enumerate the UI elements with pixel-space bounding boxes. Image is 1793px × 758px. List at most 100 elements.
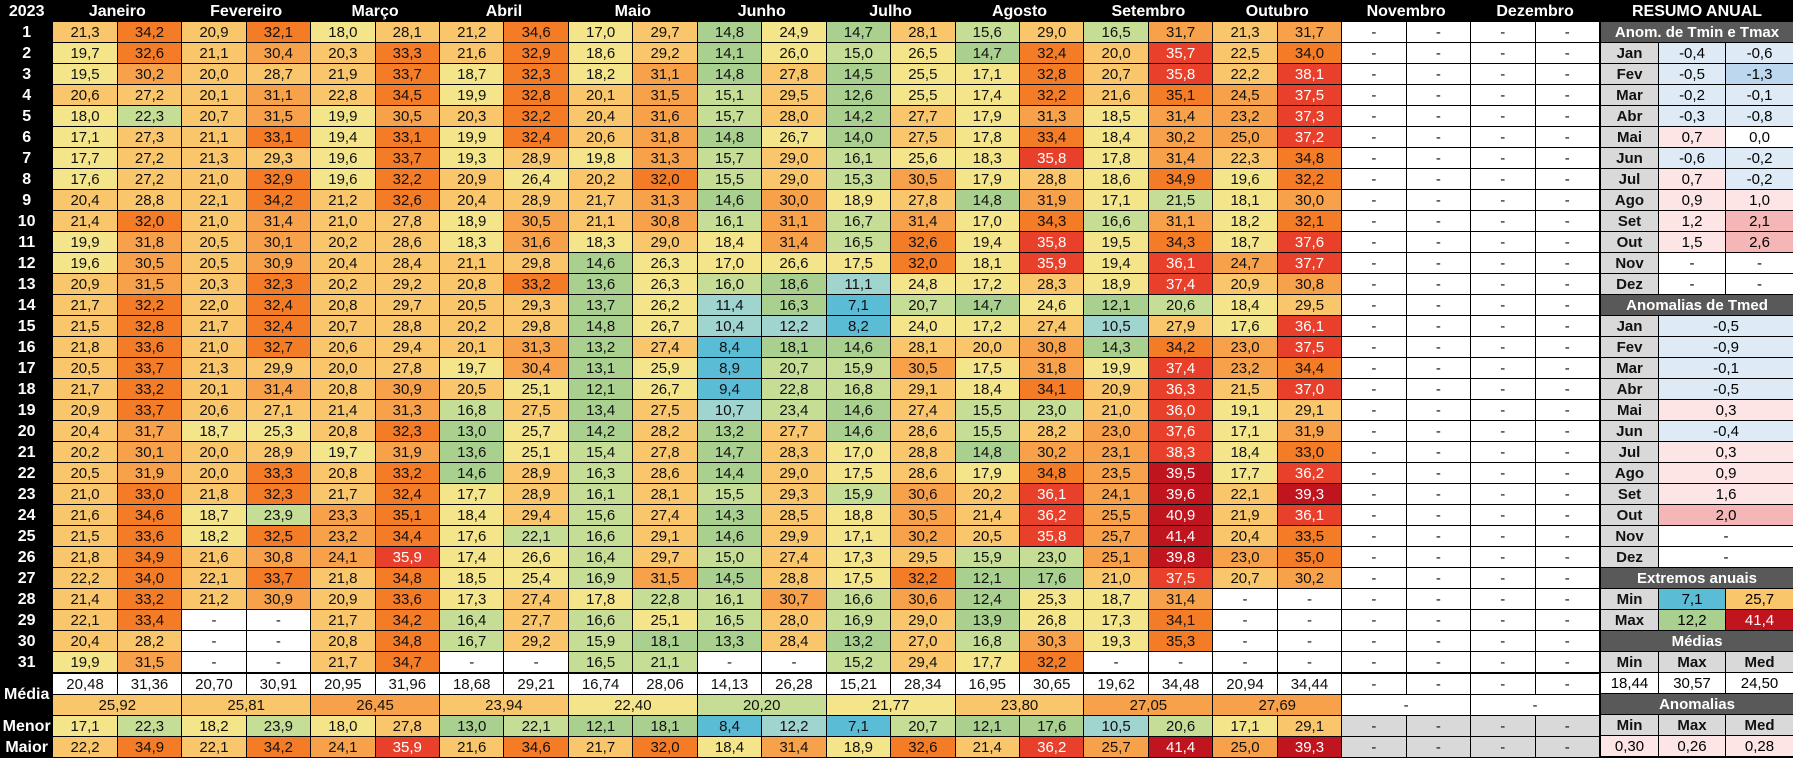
tmin-cell: 21,4 [955, 505, 1019, 526]
tmax-cell: 26,4 [504, 169, 568, 190]
tmin-cell: - [182, 652, 246, 674]
tmin-cell: 16,5 [568, 652, 632, 674]
tmax-cell: 29,0 [762, 169, 826, 190]
tmax-cell: 29,3 [504, 295, 568, 316]
day-number: 8 [1, 169, 53, 190]
tmax-cell: - [1535, 190, 1599, 211]
tmin-cell: 20,6 [182, 400, 246, 421]
anom-tmin-value: - [1659, 253, 1726, 274]
tmax-cell: 31,9 [375, 442, 439, 463]
tmin-cell: 20,9 [1084, 379, 1148, 400]
anom-tmed-month: Fev [1601, 337, 1659, 358]
tmin-cell: 20,5 [955, 526, 1019, 547]
tmax-cell: - [1535, 547, 1599, 568]
media-tmed: - [1471, 695, 1600, 716]
tmax-cell: - [1535, 274, 1599, 295]
anom-tmed-title: Anomalias de Tmed [1601, 295, 1793, 316]
tmax-cell: 33,6 [375, 589, 439, 610]
tmax-cell: 30,1 [246, 232, 310, 253]
tmin-cell: 18,7 [182, 421, 246, 442]
tmin-cell: - [1342, 400, 1406, 421]
tmin-cell: 17,4 [955, 85, 1019, 106]
tmax-cell: - [1535, 253, 1599, 274]
tmax-cell: 33,2 [375, 463, 439, 484]
tmin-cell: 12,1 [955, 568, 1019, 589]
tmax-cell: 28,9 [504, 190, 568, 211]
tmin-cell: 23,2 [1213, 106, 1277, 127]
tmin-cell: 17,8 [1084, 148, 1148, 169]
anom-tmed-month: Jun [1601, 421, 1659, 442]
tmin-cell: 20,8 [311, 379, 375, 400]
tmin-cell: 21,7 [53, 295, 117, 316]
tmin-cell: - [1342, 43, 1406, 64]
tmax-cell: 30,5 [375, 106, 439, 127]
tmin-cell: 21,8 [53, 337, 117, 358]
tmin-cell: - [1471, 127, 1535, 148]
tmin-cell: 13,4 [568, 400, 632, 421]
tmin-cell: - [1213, 589, 1277, 610]
tmax-cell: 27,4 [891, 400, 955, 421]
tmin-cell: 22,1 [1213, 484, 1277, 505]
media-tmed: 27,69 [1213, 695, 1342, 716]
media-row-label: Média [1, 673, 53, 716]
tmax-cell: 18,1 [633, 631, 697, 652]
tmin-cell: - [1342, 148, 1406, 169]
tmax-cell: 36,2 [1277, 463, 1341, 484]
tmin-cell: 14,5 [826, 64, 890, 85]
tmin-cell: 21,0 [1084, 400, 1148, 421]
tmin-cell: 22,1 [182, 568, 246, 589]
media-tmax: 30,65 [1019, 673, 1083, 695]
day-number: 25 [1, 526, 53, 547]
tmax-cell: 30,6 [891, 484, 955, 505]
tmin-cell: 20,9 [53, 274, 117, 295]
media-tmin: 20,94 [1213, 673, 1277, 695]
tmin-cell: 20,4 [440, 190, 504, 211]
tmax-cell: 27,3 [117, 127, 181, 148]
tmax-cell: 37,5 [1277, 85, 1341, 106]
tmax-cell: - [1406, 442, 1470, 463]
tmax-cell: 32,7 [246, 337, 310, 358]
tmin-cell: 17,2 [955, 274, 1019, 295]
tmax-cell: 35,8 [1019, 232, 1083, 253]
tmax-cell: 29,9 [762, 526, 826, 547]
tmin-cell: 18,4 [1213, 295, 1277, 316]
tmax-cell: 35,8 [1019, 526, 1083, 547]
tmin-cell: 20,0 [311, 358, 375, 379]
tmin-cell: 18,4 [1084, 127, 1148, 148]
tmin-cell: - [1342, 85, 1406, 106]
tmin-cell: 17,7 [955, 652, 1019, 674]
anomalias-head: Med [1726, 715, 1793, 736]
anom-tmax-value: -1,3 [1726, 64, 1793, 85]
tmax-cell: 31,4 [1148, 589, 1212, 610]
tmin-cell: 16,6 [568, 526, 632, 547]
menor-tmin: 17,1 [1213, 716, 1277, 737]
tmax-cell: 21,5 [1148, 190, 1212, 211]
tmax-cell: 28,2 [117, 631, 181, 652]
tmin-cell: 14,6 [826, 400, 890, 421]
tmin-cell: 17,1 [1084, 190, 1148, 211]
anomalias-head: Max [1659, 715, 1726, 736]
tmin-cell: - [1342, 547, 1406, 568]
media-tmin: 19,62 [1084, 673, 1148, 695]
tmin-cell: 18,4 [1213, 442, 1277, 463]
anom-month-label: Jan [1601, 43, 1659, 64]
extremos-title: Extremos anuais [1601, 568, 1793, 589]
tmin-cell: 21,4 [53, 589, 117, 610]
anom-month-label: Dez [1601, 274, 1659, 295]
maior-tmax: 31,4 [762, 737, 826, 758]
tmin-cell: 14,8 [697, 22, 761, 43]
tmax-cell: 32,0 [891, 253, 955, 274]
tmax-cell: - [1406, 526, 1470, 547]
tmax-cell: 22,1 [504, 526, 568, 547]
tmin-cell: 15,4 [568, 442, 632, 463]
anom-tmed-value: 0,3 [1659, 400, 1793, 421]
tmax-cell: 29,2 [633, 43, 697, 64]
tmin-cell: 19,9 [53, 652, 117, 674]
menor-tmax: 27,8 [375, 716, 439, 737]
month-header: Março [311, 1, 440, 22]
anomalias-value: 0,26 [1659, 736, 1726, 757]
